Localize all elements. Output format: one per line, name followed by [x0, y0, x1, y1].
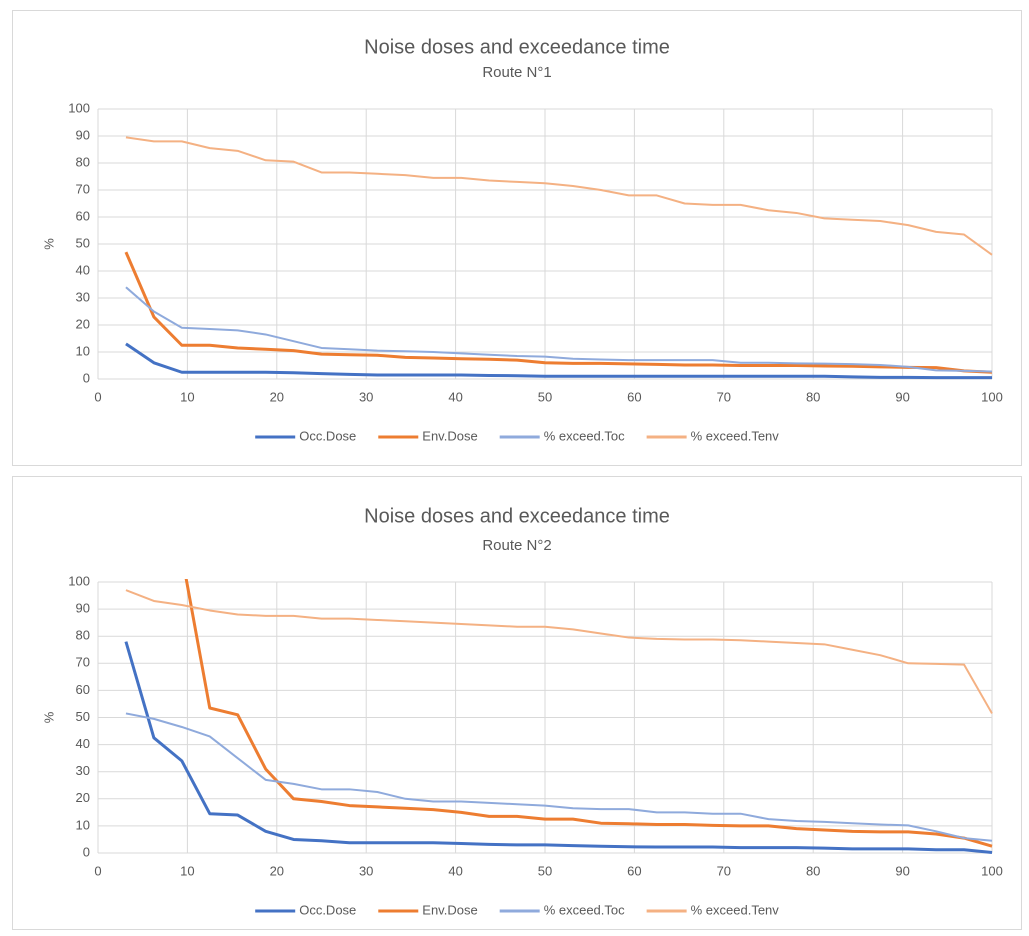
legend-label: % exceed.Toc: [544, 902, 625, 917]
y-tick-label: 80: [76, 154, 90, 169]
plot-area: [124, 579, 993, 854]
y-tick-label: 40: [76, 736, 90, 751]
x-tick-label: 80: [806, 863, 820, 878]
y-axis-label: %: [41, 238, 56, 250]
x-tick-label: 40: [448, 863, 462, 878]
y-tick-label: 50: [76, 709, 90, 724]
x-tick-label: 20: [270, 389, 284, 404]
chart-frame: [12, 10, 1022, 466]
x-tick-label: 30: [359, 863, 373, 878]
y-tick-label: 30: [76, 763, 90, 778]
x-tick-label: 100: [981, 389, 1003, 404]
chart-frame: [12, 476, 1022, 930]
x-tick-label: 90: [895, 389, 909, 404]
x-tick-label: 50: [538, 863, 552, 878]
y-tick-label: 60: [76, 682, 90, 697]
x-tick-label: 30: [359, 389, 373, 404]
x-tick-label: 40: [448, 389, 462, 404]
y-tick-label: 70: [76, 181, 90, 196]
y-tick-label: 30: [76, 289, 90, 304]
chart-subtitle: Route N°2: [482, 537, 551, 554]
y-tick-label: 70: [76, 655, 90, 670]
x-tick-label: 0: [94, 863, 101, 878]
chart-title: Noise doses and exceedance time: [364, 505, 670, 527]
y-tick-label: 10: [76, 343, 90, 358]
y-tick-label: 50: [76, 235, 90, 250]
y-tick-label: 90: [76, 601, 90, 616]
x-tick-label: 10: [180, 863, 194, 878]
x-tick-label: 70: [717, 863, 731, 878]
y-tick-label: 90: [76, 127, 90, 142]
y-tick-label: 60: [76, 208, 90, 223]
series-line: [124, 641, 993, 854]
series-line: [125, 286, 993, 373]
y-tick-label: 100: [68, 573, 90, 588]
legend-label: % exceed.Toc: [544, 428, 625, 443]
y-tick-label: 20: [76, 316, 90, 331]
y-tick-label: 0: [83, 370, 90, 385]
series-line: [125, 136, 993, 256]
y-tick-label: 0: [83, 844, 90, 859]
legend-label: % exceed.Tenv: [691, 428, 780, 443]
x-tick-label: 60: [627, 389, 641, 404]
series-line: [184, 579, 993, 848]
y-axis-label: %: [41, 711, 56, 723]
x-tick-label: 50: [538, 389, 552, 404]
x-tick-label: 90: [895, 863, 909, 878]
x-tick-label: 10: [180, 389, 194, 404]
y-tick-label: 40: [76, 262, 90, 277]
y-tick-label: 20: [76, 790, 90, 805]
legend-label: % exceed.Tenv: [691, 902, 780, 917]
x-tick-label: 70: [717, 389, 731, 404]
legend-label: Occ.Dose: [299, 428, 356, 443]
plot-area: [124, 136, 993, 380]
x-tick-label: 100: [981, 863, 1003, 878]
y-tick-label: 80: [76, 628, 90, 643]
legend-label: Env.Dose: [422, 428, 477, 443]
x-tick-label: 60: [627, 863, 641, 878]
x-tick-label: 80: [806, 389, 820, 404]
series-line: [125, 712, 993, 842]
series-line: [125, 342, 992, 380]
x-tick-label: 20: [270, 863, 284, 878]
x-tick-label: 0: [94, 389, 101, 404]
chart-subtitle: Route N°1: [482, 64, 551, 81]
legend-label: Occ.Dose: [299, 902, 356, 917]
chart-title: Noise doses and exceedance time: [364, 36, 670, 58]
y-tick-label: 100: [68, 100, 90, 115]
y-tick-label: 10: [76, 817, 90, 832]
legend-label: Env.Dose: [422, 902, 477, 917]
series-line: [124, 251, 993, 374]
series-line: [125, 589, 993, 714]
